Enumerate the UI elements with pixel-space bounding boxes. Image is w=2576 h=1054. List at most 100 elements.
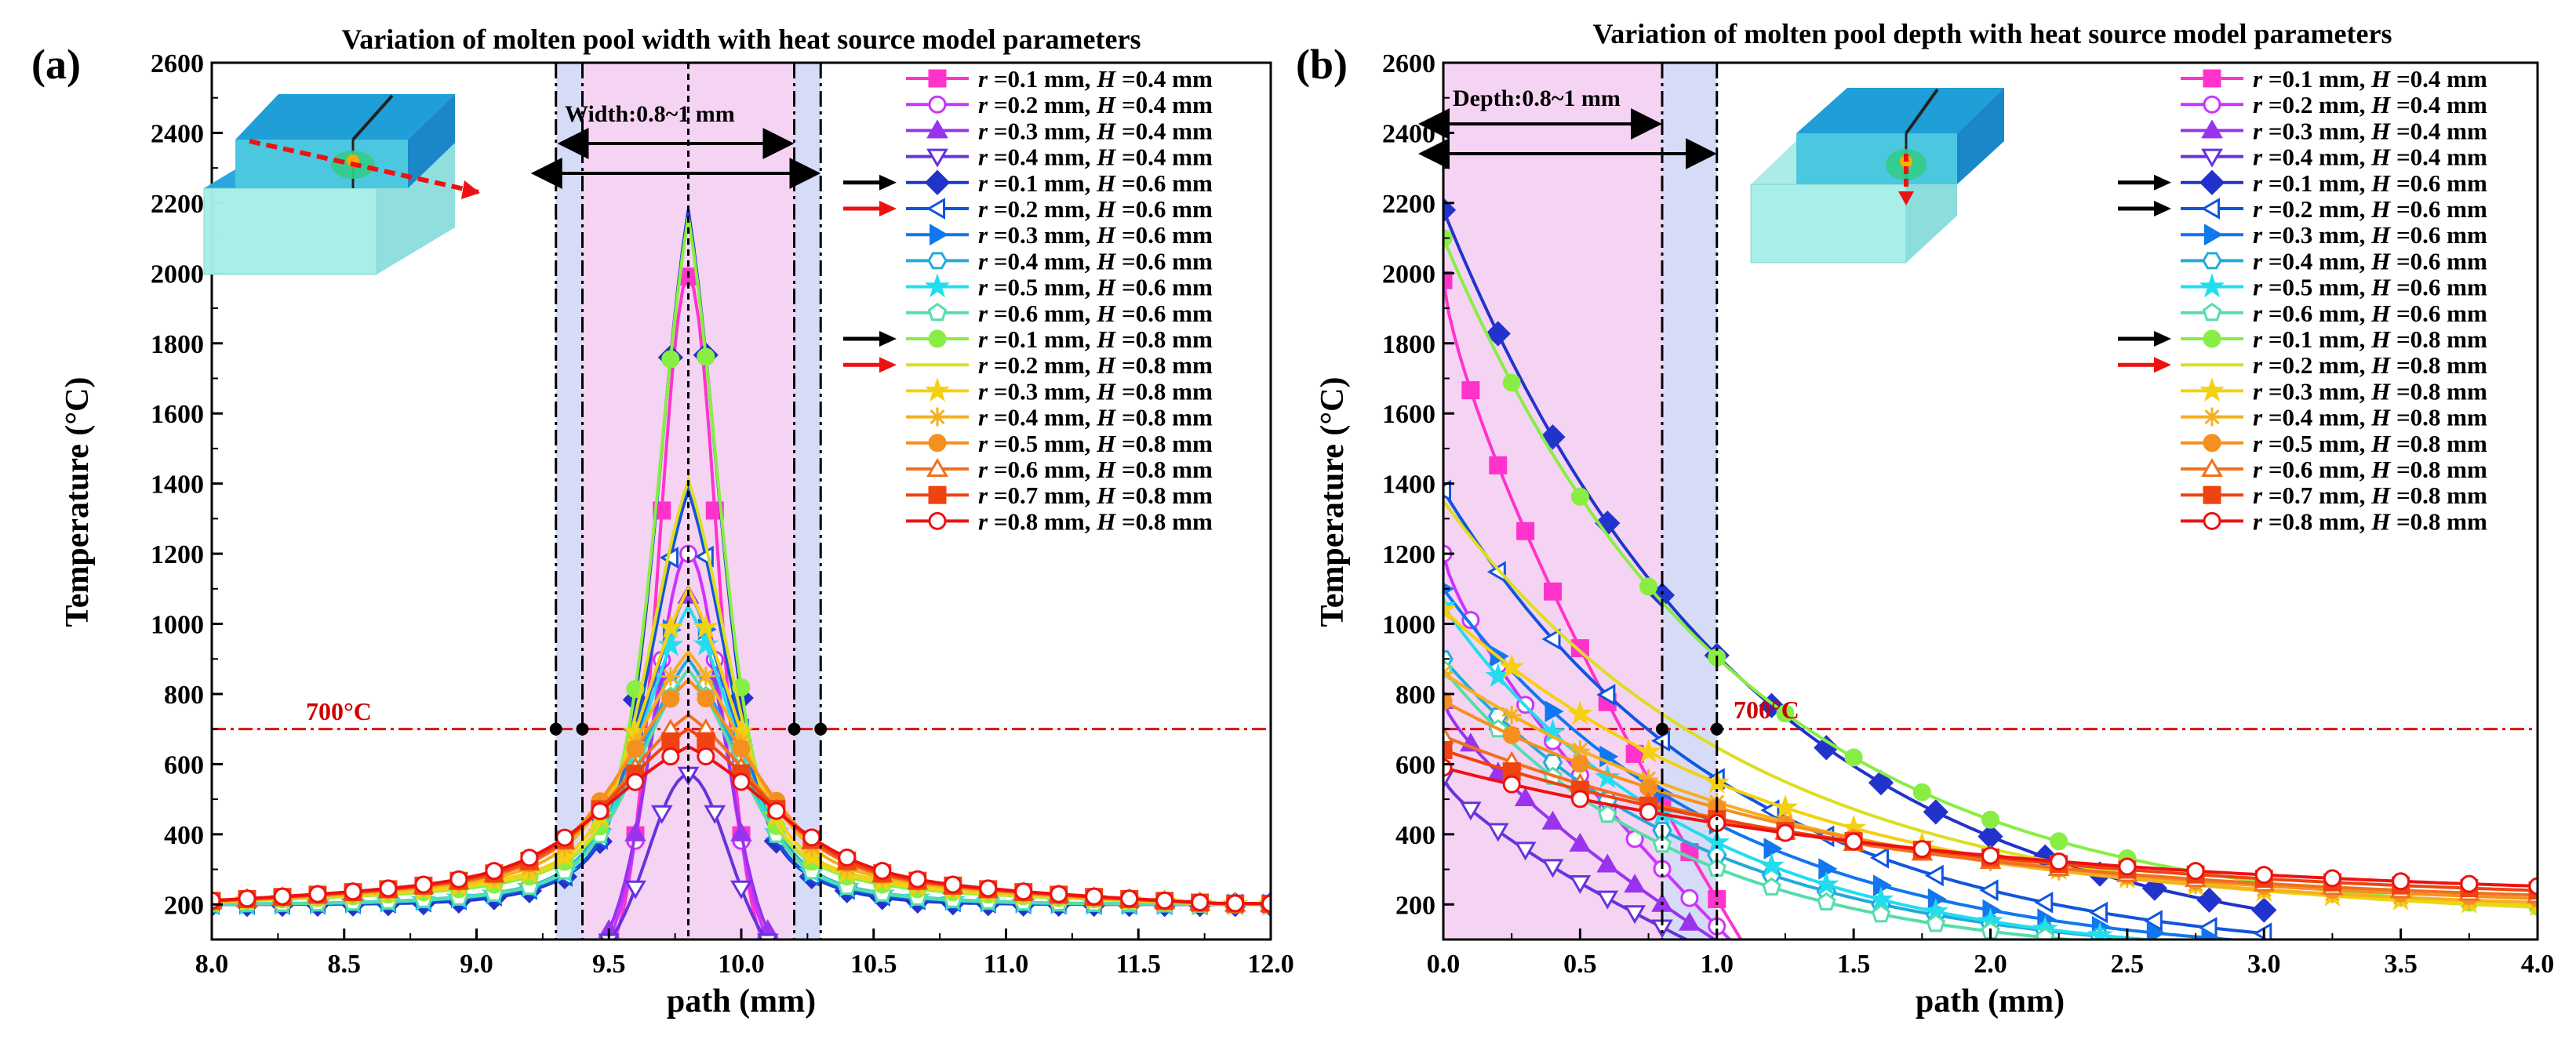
data-point <box>2460 874 2479 893</box>
y-tick-label: 400 <box>1395 821 1435 850</box>
data-point <box>1912 840 1931 859</box>
data-point <box>1981 846 1999 865</box>
data-point <box>697 347 715 366</box>
legend-marker <box>927 252 948 270</box>
legend-label: r =0.5 mm, H =0.6 mm <box>978 274 1213 301</box>
legend-entry: r =0.3 mm, H =0.6 mm <box>906 221 1213 249</box>
legend-marker <box>2199 169 2225 195</box>
y-tick-label: 1800 <box>1382 330 1435 359</box>
data-point <box>575 959 591 975</box>
data-point <box>657 631 684 656</box>
data-point <box>1772 794 1799 819</box>
data-point <box>1981 810 1999 829</box>
data-point <box>548 959 564 975</box>
data-point <box>1443 479 1451 502</box>
y-tick-label: 800 <box>164 681 204 710</box>
data-point <box>548 958 566 974</box>
data-point <box>1545 700 1564 722</box>
legend-label: r =0.1 mm, H =0.6 mm <box>2253 169 2487 197</box>
data-point <box>414 875 433 894</box>
legend-label: r =0.4 mm, H =0.8 mm <box>978 404 1213 431</box>
data-point <box>1443 741 1453 760</box>
data-point <box>1624 874 1646 893</box>
data-point <box>767 801 786 820</box>
panel-b-label: (b) <box>1296 41 1348 88</box>
legend-marker <box>2203 511 2221 530</box>
data-point <box>379 879 398 898</box>
legend-entry: r =0.4 mm, H =0.6 mm <box>2181 247 2487 274</box>
data-point <box>1459 801 1482 821</box>
data-point <box>548 960 566 976</box>
data-point <box>1923 799 1948 825</box>
y-tick-label: 1600 <box>151 400 204 429</box>
data-point <box>1443 692 1453 711</box>
x-tick-label: 4.0 <box>2521 950 2555 979</box>
data-point <box>1498 653 1525 678</box>
y-tick-label: 2000 <box>151 260 204 289</box>
legend-entry: r =0.5 mm, H =0.8 mm <box>2181 430 2487 457</box>
y-tick-label: 2600 <box>151 49 204 78</box>
panel-b-depth-annotation: Depth:0.8~1 mm <box>1453 85 1621 111</box>
data-point <box>521 959 539 975</box>
series-line <box>1443 279 1743 940</box>
data-point <box>1226 894 1245 913</box>
data-point <box>802 828 821 847</box>
data-point <box>344 882 362 901</box>
data-point <box>704 805 726 824</box>
legend-marker <box>2202 252 2222 270</box>
threshold-intersection-point <box>1710 722 1723 736</box>
x-tick-label: 8.0 <box>195 950 229 979</box>
data-point <box>521 961 539 976</box>
data-point <box>573 953 591 969</box>
series-line <box>1443 777 1690 940</box>
data-point <box>1443 596 1457 621</box>
legend-label: r =0.1 mm, H =0.8 mm <box>978 325 1213 353</box>
threshold-intersection-point <box>576 722 589 736</box>
data-point <box>661 689 680 708</box>
data-point <box>1569 875 1592 895</box>
data-point <box>1979 879 1999 902</box>
legend-marker <box>926 148 948 168</box>
legend-entry: r =0.4 mm, H =0.4 mm <box>2181 144 2487 171</box>
y-tick-label: 2400 <box>1382 119 1435 148</box>
data-point <box>2050 832 2068 851</box>
data-point <box>1570 740 1590 760</box>
x-tick-label: 0.5 <box>1563 950 1597 979</box>
data-point <box>273 887 292 906</box>
legend-label: r =0.1 mm, H =0.4 mm <box>2253 65 2487 93</box>
legend-entry: r =0.8 mm, H =0.8 mm <box>2181 507 2487 535</box>
data-point <box>1639 577 1658 596</box>
legend-entry: r =0.2 mm, H =0.4 mm <box>906 91 1213 118</box>
data-point <box>495 960 511 976</box>
data-point <box>1596 890 1619 910</box>
data-point <box>1489 456 1508 474</box>
data-point <box>873 862 892 881</box>
legend-label: r =0.2 mm, H =0.6 mm <box>978 195 1213 223</box>
x-tick-label: 3.0 <box>2247 950 2281 979</box>
legend-marker <box>924 273 951 298</box>
data-point <box>1814 735 1839 761</box>
data-point <box>2392 872 2410 891</box>
legend-entry: r =0.2 mm, H =0.6 mm <box>2181 195 2487 223</box>
data-point <box>1155 891 1174 910</box>
data-point <box>308 885 327 903</box>
data-point <box>1461 611 1480 630</box>
data-point <box>730 822 752 841</box>
legend-marker <box>924 377 951 402</box>
data-point <box>2088 901 2108 924</box>
data-point <box>520 849 539 867</box>
legend-entry: r =0.6 mm, H =0.8 mm <box>906 456 1213 483</box>
legend-entry: r =0.3 mm, H =0.8 mm <box>906 377 1213 405</box>
data-point <box>2201 927 2221 940</box>
threshold-intersection-point <box>1656 722 1668 736</box>
legend-entry: r =0.1 mm, H =0.8 mm <box>2181 325 2487 353</box>
data-point <box>657 614 684 639</box>
data-point <box>1514 841 1537 861</box>
legend-highlight-arrow <box>843 201 897 216</box>
data-point <box>1596 853 1619 873</box>
y-tick-label: 2000 <box>1382 260 1435 289</box>
panel-b-threshold-label: 700°C <box>1734 696 1799 724</box>
data-point <box>2323 869 2341 888</box>
y-tick-label: 200 <box>1395 891 1435 920</box>
